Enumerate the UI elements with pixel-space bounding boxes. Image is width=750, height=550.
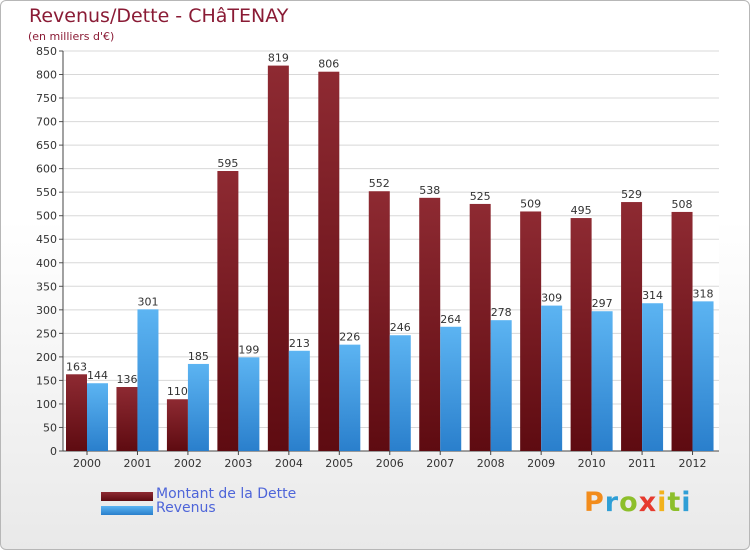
data-label: 508 (672, 198, 693, 211)
y-tick-label: 200 (36, 351, 57, 364)
bar-debt (267, 65, 289, 452)
bar-revenue (440, 326, 462, 451)
data-label: 538 (419, 184, 440, 197)
data-label: 509 (520, 197, 541, 210)
x-tick-label: 2000 (73, 457, 101, 470)
x-tick-label: 2008 (477, 457, 505, 470)
y-tick-label: 300 (36, 304, 57, 317)
data-label: 213 (289, 337, 310, 350)
bar-debt (671, 211, 693, 451)
data-label: 264 (440, 313, 461, 326)
y-tick-label: 350 (36, 280, 57, 293)
y-tick-label: 750 (36, 92, 57, 105)
y-tick-label: 700 (36, 116, 57, 129)
x-tick-label: 2010 (578, 457, 606, 470)
y-tick-label: 150 (36, 374, 57, 387)
data-label: 552 (369, 177, 390, 190)
y-tick-label: 850 (36, 45, 57, 58)
x-tick-label: 2001 (123, 457, 151, 470)
bar-revenue (87, 383, 108, 451)
x-tick-label: 2002 (174, 457, 202, 470)
bar-revenue (692, 301, 714, 451)
data-label: 185 (188, 350, 209, 363)
data-label: 301 (137, 295, 158, 308)
data-label: 136 (116, 373, 137, 386)
logo-letter: P (584, 487, 605, 518)
data-label: 806 (318, 58, 339, 71)
y-tick-label: 400 (36, 257, 57, 270)
logo-letter: t (667, 487, 682, 518)
y-tick-label: 0 (50, 445, 57, 458)
data-label: 110 (167, 385, 188, 398)
bar-debt (116, 387, 138, 451)
x-tick-label: 2012 (679, 457, 707, 470)
y-tick-label: 500 (36, 210, 57, 223)
data-label: 314 (642, 289, 663, 302)
bar-debt (66, 374, 87, 451)
bar-debt (520, 211, 542, 451)
bar-revenue (288, 350, 310, 451)
bar-revenue (642, 303, 664, 451)
legend-label-debt: Montant de la Dette (156, 486, 297, 502)
chart-subtitle: (en milliers d'€) (28, 30, 115, 43)
data-label: 595 (217, 157, 238, 170)
legend-swatch-debt (101, 492, 153, 501)
data-label: 246 (390, 321, 411, 334)
y-tick-label: 800 (36, 69, 57, 82)
bar-revenue (187, 363, 209, 451)
bar-debt (419, 197, 441, 451)
logo-letter: i (657, 487, 668, 518)
x-tick-label: 2007 (426, 457, 454, 470)
x-tick-label: 2005 (325, 457, 353, 470)
bar-revenue (389, 335, 411, 451)
data-label: 199 (238, 343, 259, 356)
logo-letter: o (619, 487, 639, 518)
bar-debt (217, 171, 239, 451)
y-tick-label: 100 (36, 398, 57, 411)
data-label: 318 (693, 287, 714, 300)
bar-revenue (541, 305, 563, 451)
x-tick-label: 2006 (376, 457, 404, 470)
data-label: 163 (66, 360, 87, 373)
data-label: 144 (87, 369, 108, 382)
x-tick-label: 2004 (275, 457, 303, 470)
y-tick-label: 50 (43, 421, 57, 434)
data-label: 309 (541, 292, 562, 305)
x-tick-label: 2011 (628, 457, 656, 470)
data-label: 525 (470, 190, 491, 203)
legend-swatch-revenue (101, 506, 153, 515)
bar-revenue (339, 344, 361, 451)
bar-debt (621, 202, 643, 451)
x-tick-label: 2003 (224, 457, 252, 470)
bar-revenue (137, 309, 159, 451)
y-tick-label: 650 (36, 139, 57, 152)
proxiti-logo: Proxiti (584, 487, 692, 518)
y-tick-label: 250 (36, 327, 57, 340)
logo-letter: x (638, 487, 658, 518)
x-tick-label: 2009 (527, 457, 555, 470)
chart-title: Revenus/Dette - CHâTENAY (29, 5, 289, 27)
bar-debt (166, 399, 188, 451)
bar-debt (368, 191, 390, 451)
logo-letter: r (604, 487, 620, 518)
data-label: 529 (621, 188, 642, 201)
bar-revenue (238, 357, 260, 451)
data-label: 297 (592, 297, 613, 310)
y-tick-label: 600 (36, 163, 57, 176)
bar-debt (570, 218, 592, 451)
logo-letter: i (681, 487, 692, 518)
y-tick-label: 550 (36, 186, 57, 199)
bar-revenue (591, 311, 613, 451)
bar-chart: 0 50 100 150 200 250 300 350 400 450 500 550 600 650 7… (36, 45, 719, 470)
bar-revenue (490, 320, 512, 451)
data-label: 495 (571, 204, 592, 217)
bar-debt (469, 203, 491, 451)
y-tick-label: 450 (36, 233, 57, 246)
legend-label-revenue: Revenus (156, 500, 216, 516)
bar-debt (318, 71, 340, 452)
data-label: 226 (339, 331, 360, 344)
data-label: 819 (268, 52, 289, 65)
data-label: 278 (491, 306, 512, 319)
